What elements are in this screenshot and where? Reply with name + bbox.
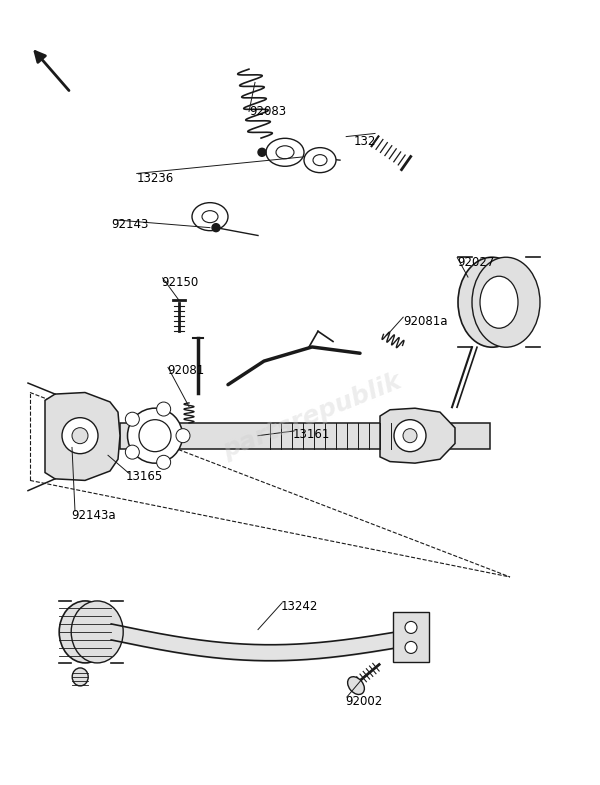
Circle shape: [125, 445, 139, 459]
Ellipse shape: [313, 155, 327, 166]
Polygon shape: [45, 392, 120, 480]
Ellipse shape: [59, 601, 111, 663]
Polygon shape: [380, 408, 455, 463]
Circle shape: [405, 622, 417, 633]
Circle shape: [212, 224, 220, 232]
Text: 13165: 13165: [126, 470, 163, 483]
Text: 92150: 92150: [161, 276, 198, 289]
Text: partsrepublik: partsrepublik: [219, 369, 405, 463]
Circle shape: [258, 148, 266, 156]
Polygon shape: [120, 422, 490, 449]
Ellipse shape: [276, 146, 294, 159]
Text: 132: 132: [354, 135, 376, 148]
Ellipse shape: [71, 601, 123, 663]
Text: 13236: 13236: [137, 172, 174, 184]
Ellipse shape: [192, 203, 228, 231]
Text: 13242: 13242: [281, 600, 318, 612]
Circle shape: [157, 455, 170, 469]
Ellipse shape: [72, 668, 88, 686]
Text: 92081a: 92081a: [403, 316, 448, 328]
Circle shape: [403, 429, 417, 443]
Circle shape: [125, 412, 139, 426]
Text: 92143: 92143: [111, 218, 148, 231]
Circle shape: [72, 428, 88, 444]
Ellipse shape: [139, 420, 171, 451]
Text: 92081: 92081: [167, 364, 204, 377]
Ellipse shape: [202, 210, 218, 223]
Ellipse shape: [480, 276, 518, 328]
Ellipse shape: [472, 257, 540, 347]
Ellipse shape: [128, 408, 182, 463]
Circle shape: [394, 420, 426, 451]
Polygon shape: [393, 612, 429, 663]
Text: 92083: 92083: [249, 105, 286, 118]
Ellipse shape: [266, 138, 304, 166]
Circle shape: [157, 402, 170, 416]
Text: 92002: 92002: [345, 696, 382, 708]
Circle shape: [405, 641, 417, 653]
Text: 92143a: 92143a: [71, 509, 115, 522]
Ellipse shape: [458, 257, 526, 347]
Ellipse shape: [347, 677, 364, 695]
Circle shape: [176, 429, 190, 443]
Text: 92027: 92027: [457, 256, 494, 268]
Text: 13161: 13161: [293, 428, 330, 440]
Circle shape: [62, 418, 98, 454]
Ellipse shape: [304, 148, 336, 173]
